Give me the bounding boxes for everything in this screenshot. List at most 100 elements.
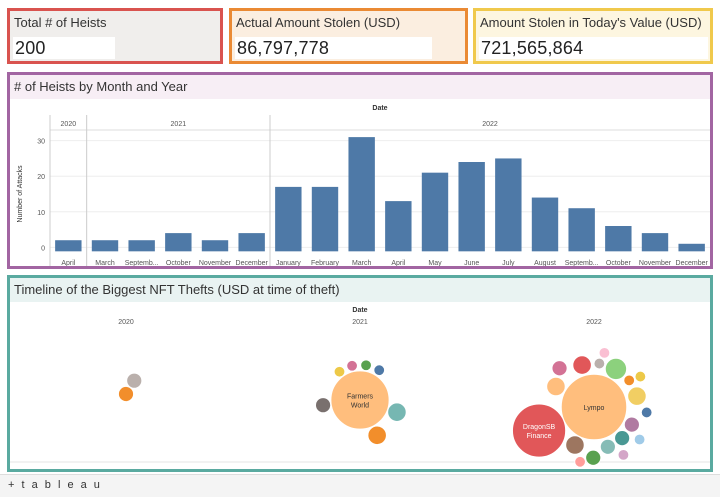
bar xyxy=(605,226,632,252)
nft-thefts-timeline-panel: Timeline of the Biggest NFT Thefts (USD … xyxy=(7,275,713,472)
bar xyxy=(641,233,669,252)
y-tick-label: 20 xyxy=(37,174,45,181)
y-axis-label: Number of Attacks xyxy=(17,165,24,223)
theft-bubble[interactable] xyxy=(360,359,372,371)
bar xyxy=(91,240,119,252)
bar xyxy=(385,201,412,252)
theft-bubble[interactable] xyxy=(315,397,331,414)
bar xyxy=(458,162,485,252)
kpi-title: Actual Amount Stolen (USD) xyxy=(236,15,401,30)
panel-title: Timeline of the Biggest NFT Thefts (USD … xyxy=(10,278,710,302)
bubble-label: DragonSB xyxy=(523,424,556,431)
x-tick-label: July xyxy=(502,260,515,266)
year-label: 2022 xyxy=(586,319,602,326)
x-tick-label: November xyxy=(199,260,232,266)
bubble-label: World xyxy=(351,403,369,410)
theft-bubble[interactable] xyxy=(633,433,646,446)
kpi-total-heists: Total # of Heists 200 xyxy=(7,8,223,64)
bar xyxy=(311,186,339,252)
bar xyxy=(568,208,595,252)
theft-bubble[interactable] xyxy=(126,372,143,389)
theft-bubble[interactable] xyxy=(512,403,566,458)
heists-by-month-panel: # of Heists by Month and Year Date 0 10 20 3… xyxy=(7,72,713,269)
y-tick-label: 10 xyxy=(37,210,45,217)
nft-thefts-bubble-chart[interactable]: Date 2020 2021 2022 Farmers World Lympo DragonS… xyxy=(10,302,710,469)
bar xyxy=(128,240,155,252)
bar xyxy=(55,240,82,252)
theft-bubble[interactable] xyxy=(387,402,407,422)
x-tick-label: April xyxy=(61,260,75,266)
theft-bubble[interactable] xyxy=(640,406,653,419)
theft-bubble[interactable] xyxy=(330,370,390,430)
bar xyxy=(201,240,229,252)
kpi-title: Total # of Heists xyxy=(14,15,107,30)
x-tick-label: Septemb... xyxy=(125,260,159,266)
kpi-value: 86,797,778 xyxy=(235,37,432,59)
kpi-value: 200 xyxy=(13,37,115,59)
theft-bubble[interactable] xyxy=(574,456,586,468)
theft-bubble[interactable] xyxy=(551,360,568,377)
year-label: 2020 xyxy=(61,121,77,128)
theft-bubble[interactable] xyxy=(333,366,346,378)
x-tick-label: March xyxy=(95,260,115,266)
theft-bubble[interactable] xyxy=(546,376,566,397)
x-tick-label: February xyxy=(311,260,340,266)
x-tick-label: December xyxy=(236,260,269,266)
theft-bubble[interactable] xyxy=(373,364,385,376)
x-tick-label: October xyxy=(606,260,632,266)
year-label: 2021 xyxy=(352,319,368,326)
date-header: Date xyxy=(372,105,387,112)
heists-bar-chart[interactable]: Date 0 10 20 30 Number of Attacks 2020 2021 2022… xyxy=(10,99,710,266)
theft-bubble[interactable] xyxy=(593,357,606,370)
date-header: Date xyxy=(352,307,367,314)
bar xyxy=(275,186,302,252)
theft-bubble[interactable] xyxy=(604,357,627,380)
theft-bubble[interactable] xyxy=(614,430,631,447)
kpi-todays-value: Amount Stolen in Today's Value (USD) 721… xyxy=(473,8,713,64)
bar xyxy=(678,243,705,252)
tableau-footer: + t a b l e a u xyxy=(0,474,720,497)
year-label: 2020 xyxy=(118,319,134,326)
x-tick-label: March xyxy=(352,260,372,266)
theft-bubble[interactable] xyxy=(367,425,387,445)
bubble-label: Farmers xyxy=(347,394,374,401)
theft-bubble[interactable] xyxy=(627,386,647,406)
x-tick-label: May xyxy=(428,260,442,266)
x-tick-label: October xyxy=(166,260,192,266)
x-tick-label: Septemb... xyxy=(565,260,599,266)
theft-bubble[interactable] xyxy=(560,373,628,441)
bubble-label: Lympo xyxy=(584,405,605,412)
x-tick-label: June xyxy=(464,260,479,266)
kpi-title: Amount Stolen in Today's Value (USD) xyxy=(480,15,702,30)
bar xyxy=(421,172,449,252)
y-tick-label: 0 xyxy=(41,245,45,252)
year-label: 2022 xyxy=(482,121,498,128)
theft-bubble[interactable] xyxy=(599,438,616,455)
bar xyxy=(531,197,559,252)
x-tick-label: April xyxy=(391,260,405,266)
theft-bubble[interactable] xyxy=(572,355,592,375)
theft-bubble[interactable] xyxy=(118,386,134,402)
x-tick-label: December xyxy=(676,260,709,266)
x-tick-label: August xyxy=(534,260,556,266)
theft-bubble[interactable] xyxy=(346,360,358,372)
bar xyxy=(348,137,375,252)
bubble-label: Finance xyxy=(527,433,552,440)
theft-bubble[interactable] xyxy=(585,449,602,466)
y-tick-label: 30 xyxy=(37,139,45,146)
bar xyxy=(165,233,192,252)
theft-bubble[interactable] xyxy=(598,347,611,359)
theft-bubble[interactable] xyxy=(617,449,630,461)
year-label: 2021 xyxy=(171,121,187,128)
bar xyxy=(238,233,265,252)
theft-bubble[interactable] xyxy=(623,416,640,433)
kpi-actual-amount: Actual Amount Stolen (USD) 86,797,778 xyxy=(229,8,468,64)
x-tick-label: January xyxy=(276,260,301,266)
bar xyxy=(495,158,522,252)
theft-bubble[interactable] xyxy=(634,370,647,383)
panel-title: # of Heists by Month and Year xyxy=(10,75,710,99)
tableau-logo[interactable]: + t a b l e a u xyxy=(8,479,102,491)
kpi-value: 721,565,864 xyxy=(479,37,708,59)
theft-bubble[interactable] xyxy=(623,374,635,387)
theft-bubble[interactable] xyxy=(565,435,585,455)
